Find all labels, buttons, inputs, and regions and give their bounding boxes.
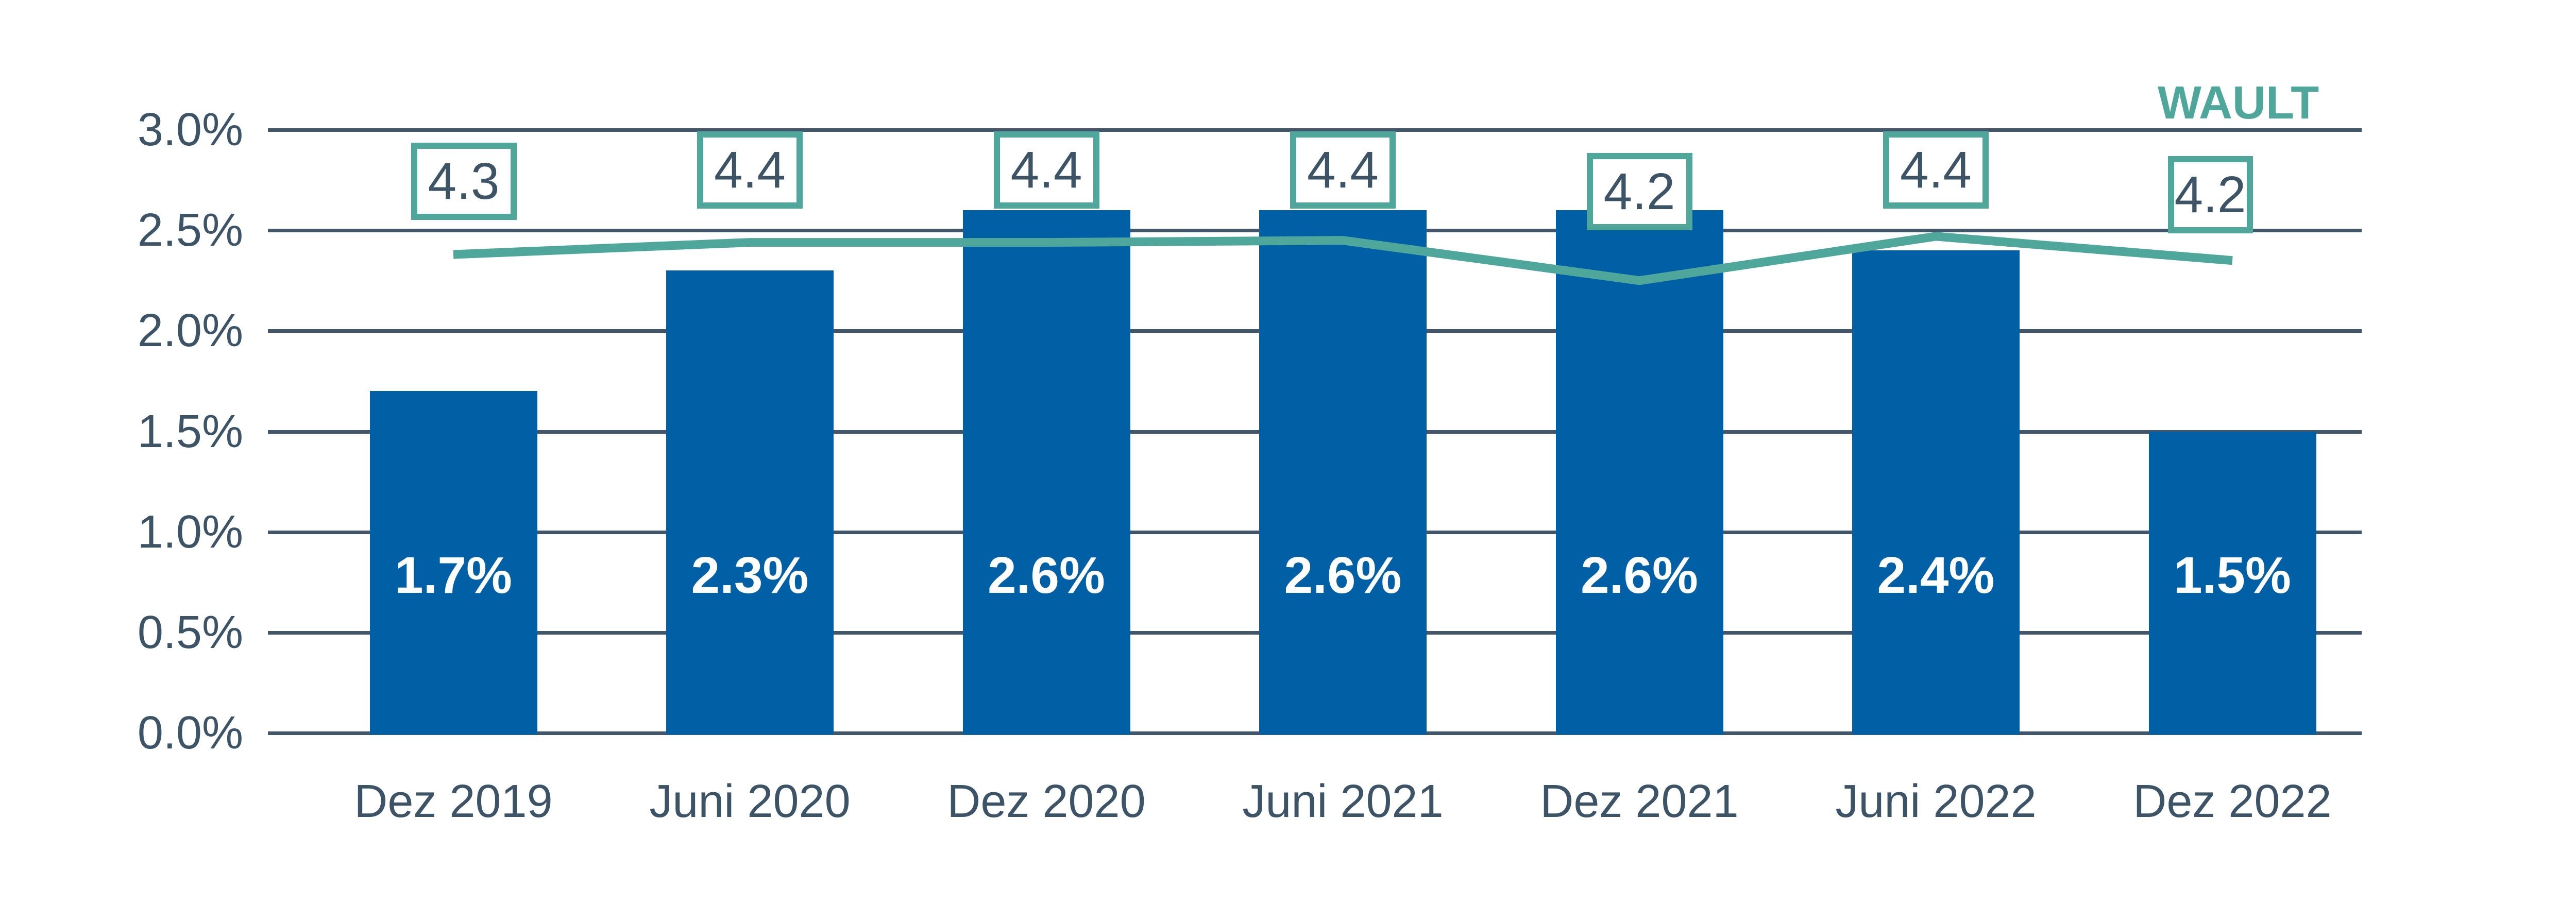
bar xyxy=(1259,210,1427,735)
bar xyxy=(369,391,537,735)
x-category-label: Juni 2021 xyxy=(1242,776,1444,827)
wault-value-box: 4.2 xyxy=(1586,153,1692,230)
bar-value-label: 2.6% xyxy=(1581,547,1698,604)
wault-value-box: 4.4 xyxy=(1290,131,1396,209)
bar xyxy=(1555,210,1723,735)
y-tick-label: 0.0% xyxy=(137,707,243,759)
bar-value-label: 1.5% xyxy=(2174,547,2291,604)
bar-value-label: 2.6% xyxy=(988,547,1105,604)
x-category-label: Dez 2020 xyxy=(947,776,1146,827)
bar-value-label: 2.3% xyxy=(691,547,809,604)
y-tick-label: 3.0% xyxy=(137,104,243,156)
wault-value-box: 4.3 xyxy=(411,143,517,220)
wault-line xyxy=(453,232,2233,285)
bar-value-label: 2.6% xyxy=(1284,547,1402,604)
y-tick-label: 0.5% xyxy=(137,606,243,658)
wault-value-box: 4.4 xyxy=(993,131,1099,209)
y-tick-label: 1.5% xyxy=(137,405,243,457)
bar-value-label: 1.7% xyxy=(395,547,512,604)
y-tick-label: 1.0% xyxy=(137,506,243,558)
bar xyxy=(2148,431,2316,735)
wault-value-box: 4.2 xyxy=(2167,156,2253,233)
bar-value-label: 2.4% xyxy=(1877,547,1995,604)
y-tick-label: 2.0% xyxy=(137,305,243,357)
bar xyxy=(666,270,834,735)
wault-value-box: 4.4 xyxy=(1883,131,1989,209)
gridline xyxy=(268,128,2362,132)
wault-value-box: 4.4 xyxy=(697,131,803,209)
y-tick-label: 2.5% xyxy=(137,204,243,257)
x-category-label: Dez 2021 xyxy=(1540,776,1739,827)
x-category-label: Juni 2022 xyxy=(1835,776,2037,827)
x-category-label: Dez 2019 xyxy=(354,776,553,827)
bar xyxy=(1852,250,2020,735)
x-category-label: Juni 2020 xyxy=(649,776,851,827)
x-category-label: Dez 2022 xyxy=(2133,776,2332,827)
bar xyxy=(962,210,1130,735)
wault-legend-title: WAULT xyxy=(2158,77,2319,129)
